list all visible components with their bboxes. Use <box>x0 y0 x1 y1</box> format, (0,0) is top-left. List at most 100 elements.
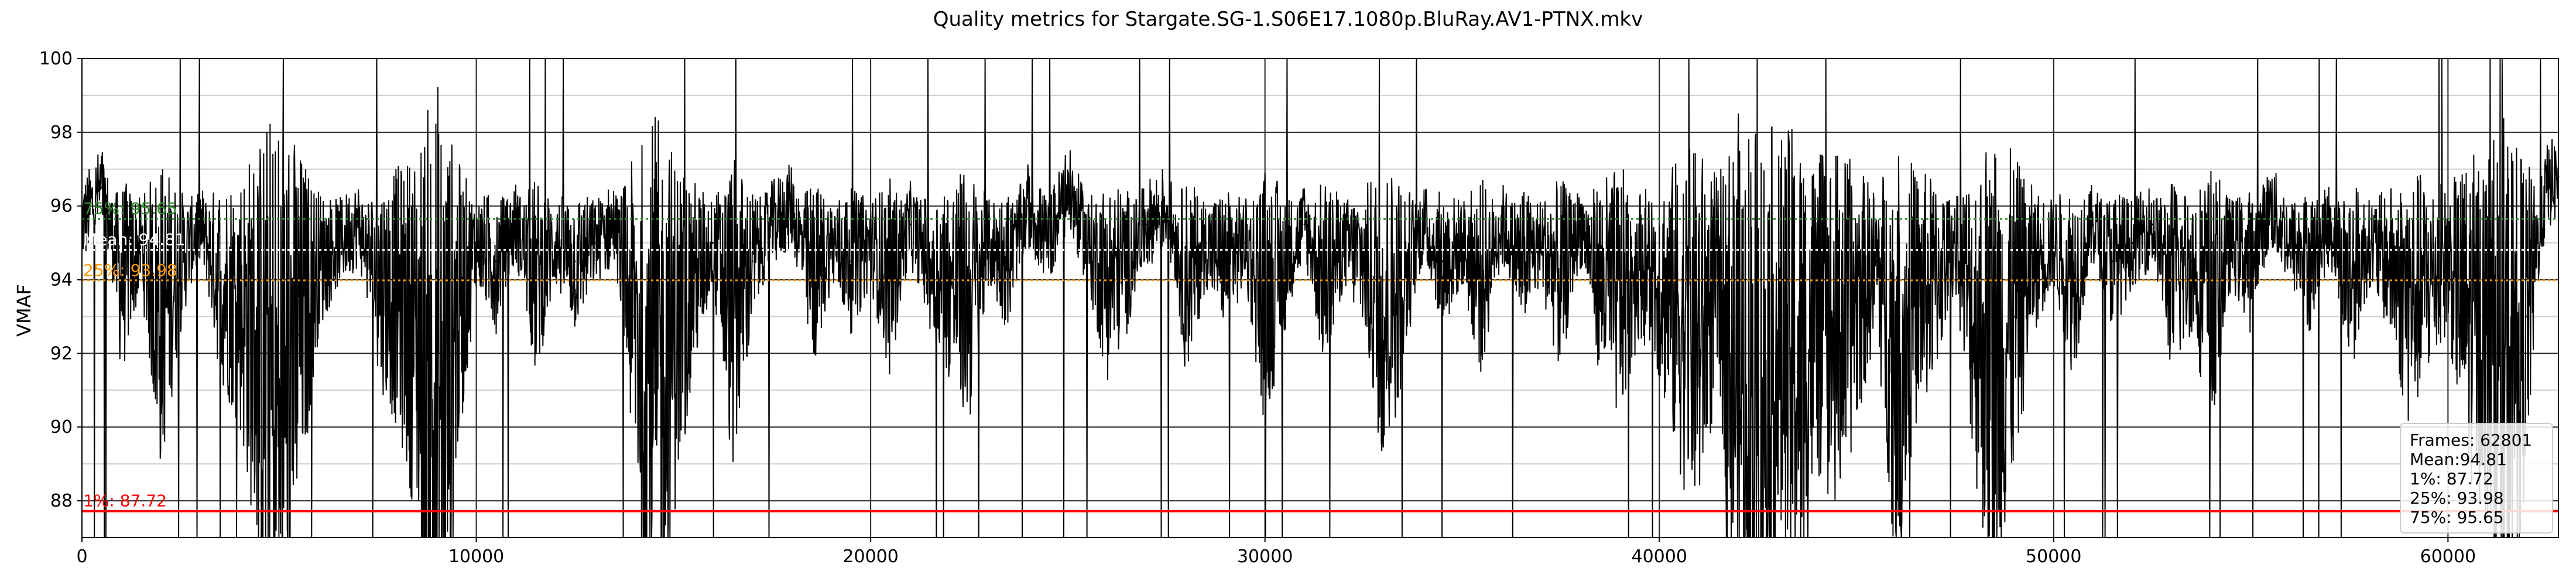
vmaf-data-point <box>1402 279 1404 281</box>
vmaf-data-point <box>1106 279 1108 281</box>
vmaf-data-point <box>258 352 261 354</box>
vmaf-data-point <box>1698 334 1700 336</box>
vmaf-data-point <box>1993 371 1996 373</box>
vmaf-data-point <box>1185 279 1187 281</box>
vmaf-data-point <box>1067 186 1069 189</box>
reference-label-0: 75%: 95.65 <box>83 199 177 218</box>
vmaf-data-point <box>2210 297 2212 299</box>
vmaf-data-point <box>1421 223 1424 225</box>
vmaf-data-point <box>1205 242 1207 244</box>
vmaf-data-point <box>2368 242 2371 244</box>
vmaf-data-point <box>297 334 300 336</box>
vmaf-data-point <box>988 242 990 244</box>
vmaf-data-point <box>2131 242 2133 244</box>
vmaf-data-point <box>1619 297 1621 299</box>
vmaf-data-point <box>790 205 793 207</box>
vmaf-data-point <box>1796 371 1799 373</box>
reference-label-3: 1%: 87.72 <box>83 491 167 511</box>
vmaf-data-point <box>2112 260 2114 262</box>
legend-line: Frames: 62801 <box>2410 430 2532 450</box>
vmaf-data-point <box>515 223 517 225</box>
vmaf-data-point <box>1875 260 1878 262</box>
vmaf-data-point <box>2506 389 2508 391</box>
vmaf-data-point <box>849 260 852 262</box>
vmaf-data-point <box>909 223 911 225</box>
vmaf-data-point <box>1165 205 1167 207</box>
vmaf-data-point <box>672 334 674 336</box>
vmaf-data-point <box>1244 242 1246 244</box>
vmaf-data-point <box>633 315 635 317</box>
vmaf-data-point <box>2092 223 2094 225</box>
vmaf-data-point <box>1303 223 1306 225</box>
vmaf-data-point <box>1678 315 1680 317</box>
vmaf-data-point <box>1224 260 1227 262</box>
vmaf-data-point <box>2053 242 2055 244</box>
y-axis-label: VMAF <box>13 284 35 337</box>
vmaf-data-point <box>1737 389 1739 391</box>
vmaf-data-point <box>1895 352 1897 354</box>
vmaf-data-point <box>1816 315 1818 317</box>
vmaf-data-point <box>1914 297 1917 299</box>
vmaf-data-point <box>416 334 419 336</box>
vmaf-data-point <box>2407 297 2410 299</box>
y-tick-label: 90 <box>50 417 73 437</box>
vmaf-data-point <box>1461 242 1463 244</box>
vmaf-data-point <box>140 242 142 244</box>
vmaf-data-point <box>1501 223 1503 225</box>
vmaf-data-point <box>2387 260 2390 262</box>
vmaf-data-point <box>2250 260 2252 262</box>
vmaf-data-point <box>594 242 596 244</box>
vmaf-data-point <box>653 389 655 391</box>
vmaf-data-point <box>1934 279 1937 281</box>
vmaf-data-point <box>357 223 359 225</box>
vmaf-data-point <box>317 260 320 262</box>
vmaf-data-point <box>495 260 497 262</box>
vmaf-data-point <box>278 426 280 428</box>
vmaf-data-point <box>199 223 201 225</box>
vmaf-data-point <box>1126 260 1128 262</box>
vmaf-data-point <box>731 315 734 317</box>
legend-box <box>2400 423 2553 534</box>
vmaf-data-point <box>2151 223 2153 225</box>
vmaf-data-point <box>2289 242 2291 244</box>
y-tick-label: 88 <box>50 491 73 511</box>
chart-title: Quality metrics for Stargate.SG-1.S06E17… <box>933 8 1643 31</box>
vmaf-data-point <box>712 242 714 244</box>
y-tick-label: 100 <box>39 49 73 69</box>
vmaf-data-point <box>1540 242 1542 244</box>
vmaf-data-point <box>2171 279 2173 281</box>
vmaf-data-point <box>613 223 615 225</box>
vmaf-data-point <box>2309 260 2311 262</box>
vmaf-data-point <box>1146 223 1148 225</box>
vmaf-data-point <box>574 260 576 262</box>
vmaf-data-point <box>869 242 872 244</box>
reference-label-2: 25%: 93.98 <box>83 261 177 280</box>
vmaf-data-point <box>1047 242 1049 244</box>
vmaf-data-point <box>751 260 753 262</box>
vmaf-data-point <box>160 315 162 317</box>
vmaf-data-point <box>1087 242 1089 244</box>
vmaf-data-point <box>1835 334 1838 336</box>
vmaf-data-point <box>948 279 951 281</box>
x-tick-label: 40000 <box>1632 546 1687 567</box>
vmaf-data-point <box>337 242 340 244</box>
vmaf-data-point <box>1323 279 1325 281</box>
vmaf-data-point <box>1776 352 1779 354</box>
vmaf-data-point <box>1008 260 1010 262</box>
x-tick-label: 50000 <box>2026 546 2081 567</box>
vmaf-data-point <box>1954 242 1956 244</box>
legend-line: Mean:94.81 <box>2410 450 2507 469</box>
vmaf-data-point <box>179 260 181 262</box>
vmaf-data-point <box>2526 315 2528 317</box>
vmaf-data-point <box>2013 315 2015 317</box>
vmaf-series-line <box>81 58 2559 538</box>
vmaf-data-point <box>1481 279 1483 281</box>
vmaf-data-point <box>1520 260 1522 262</box>
vmaf-data-point <box>1342 242 1345 244</box>
plot-frame <box>81 58 2559 538</box>
vmaf-data-point <box>1382 315 1385 317</box>
vmaf-data-point <box>436 463 438 465</box>
vmaf-data-point <box>1974 315 1976 317</box>
